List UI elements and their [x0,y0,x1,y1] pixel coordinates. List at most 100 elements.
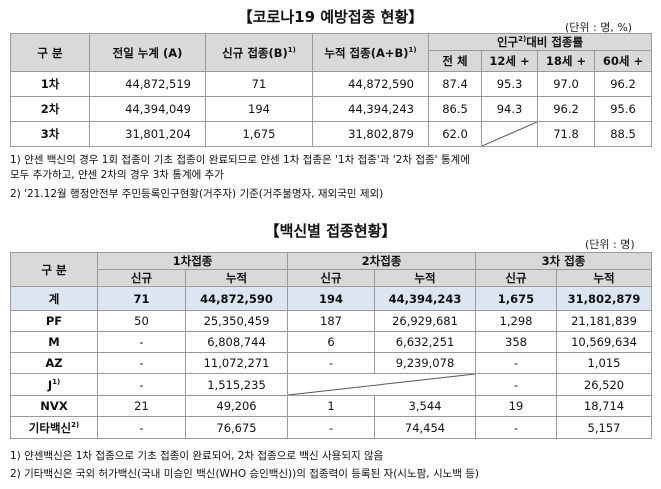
cell-d3-new: 1,675 [475,286,557,311]
cell-d2-new: 6 [287,331,375,353]
cell-d1-cum: 49,206 [185,395,288,417]
cell-d3-cum: 5,157 [556,416,652,439]
row-label: AZ [10,352,98,374]
header-new: 신규 [97,269,186,287]
header-new-note: 1) [287,45,296,54]
cell-d2-new: - [287,352,375,374]
header-ratio-label: 인구 [496,35,519,49]
cell-d3-new: 19 [475,395,557,417]
cell-d3-new: - [475,352,557,374]
cell-d1-cum: 11,072,271 [185,352,288,374]
header-age60: 60세 + [593,50,653,72]
cell-new: 71 [205,71,313,97]
cell-d1-new: 50 [97,310,186,332]
cell-d1-new: 71 [97,286,186,311]
cell-prev: 31,801,204 [89,121,206,147]
cell-d1-new: 21 [97,395,186,417]
cell-d1-cum: 76,675 [185,416,288,439]
section2-unit: (단위 : 명) [585,238,635,251]
header-prev-cum: 전일 누계 (A) [89,33,206,72]
cell-d2-cum: 74,454 [374,416,476,439]
header-category: 구 분 [10,33,90,72]
cell-d1-new: - [97,331,186,353]
diagonal-line [288,374,475,395]
cell-d2-empty [287,373,476,396]
section1-title: 【코로나19 예방접종 현황】 [237,8,424,26]
row-label: 기타백신2) [10,416,98,439]
cell-d2-new: 194 [287,286,375,311]
cell-cum: 44,394,243 [312,96,429,122]
row-label: 계 [10,286,98,311]
cell-d3-cum: 18,714 [556,395,652,417]
row-label-text: 기타백신 [28,420,72,435]
table-row: 기타백신2) - 76,675 - 74,454 - 5,157 [10,416,652,439]
cell-d2-new: 187 [287,310,375,332]
table-row: AZ - 11,072,271 - 9,239,078 - 1,015 [10,352,652,374]
diagonal-line [482,122,537,146]
cell-new: 1,675 [205,121,313,147]
header-age12: 12세 + [481,50,538,72]
cell-d2-cum: 6,632,251 [374,331,476,353]
header-new-label: 신규 접종(B) [222,45,288,60]
header-cum: 누적 [556,269,652,287]
header-dose2: 2차접종 [287,252,476,270]
cell-age60: 96.2 [593,71,653,97]
header-category: 구 분 [10,252,98,287]
cell-age18: 71.8 [537,121,595,147]
cell-d2-cum: 9,239,078 [374,352,476,374]
row-label: 3차 [10,121,90,147]
row-label: 1차 [10,71,90,97]
cell-new: 194 [205,96,313,122]
cell-d2-new: - [287,416,375,439]
cell-age12: 94.3 [481,96,538,122]
row-label-note: 1) [52,377,61,386]
note-line: 2) '21.12월 행정안전부 주민등록인구현황(거주자) 기준(거주불명자,… [10,188,384,200]
header-dose1: 1차접종 [97,252,288,270]
cell-total: 86.5 [428,96,482,122]
cell-d3-new: 358 [475,331,557,353]
cell-age12: 95.3 [481,71,538,97]
header-total: 전 체 [428,50,482,72]
table-row: 2차 44,394,049 194 44,394,243 86.5 94.3 9… [10,96,653,122]
note-line: 모두 추가하고, 얀센 2차의 경우 3차 통계에 추가 [10,169,224,181]
cell-age18: 97.0 [537,71,595,97]
cell-age12-empty [481,121,538,147]
cell-d3-cum: 31,802,879 [556,286,652,311]
header-cum: 누적 [185,269,288,287]
section1-unit: (단위 : 명, %) [565,21,633,34]
vaccine-type-table: 구 분 1차접종 2차접종 3차 접종 신규 누적 신규 누적 신규 누적 계 … [10,252,652,439]
cell-d1-cum: 1,515,235 [185,373,288,396]
row-label: J1) [10,373,98,396]
section2-notes: 1) 얀센백신은 1차 접종으로 기초 접종이 완료되어, 2차 접종으로 백신… [10,449,479,482]
header-ratio-rest: 대비 접종률 [526,35,584,49]
note-line: 1) 얀센 백신의 경우 1회 접종이 기초 접종이 완료되므로 얀센 1차 접… [10,154,470,166]
header-age18: 18세 + [537,50,595,72]
cell-cum: 31,802,879 [312,121,429,147]
cell-d3-new: - [475,373,557,396]
header-new: 신규 접종(B)1) [205,33,313,72]
header-new: 신규 [287,269,375,287]
table-row: 3차 31,801,204 1,675 31,802,879 62.0 71.8… [10,121,653,147]
cell-d2-cum: 26,929,681 [374,310,476,332]
cell-d2-new: 1 [287,395,375,417]
cell-d1-cum: 44,872,590 [185,286,288,311]
header-cum-label: 누적 접종(A+B) [324,45,409,60]
cell-d3-cum: 21,181,839 [556,310,652,332]
section1-notes: 1) 얀센 백신의 경우 1회 접종이 기초 접종이 완료되므로 얀센 1차 접… [10,153,470,202]
row-label: NVX [10,395,98,417]
cell-age60: 95.6 [593,96,653,122]
cell-d1-cum: 6,808,744 [185,331,288,353]
cell-age18: 96.2 [537,96,595,122]
cell-d1-new: - [97,352,186,374]
header-new: 신규 [475,269,557,287]
row-label: 2차 [10,96,90,122]
row-label-note: 2) [71,420,80,429]
table-row-total: 계 71 44,872,590 194 44,394,243 1,675 31,… [10,286,652,311]
row-label: PF [10,310,98,332]
cell-prev: 44,872,519 [89,71,206,97]
header-ratio: 인구2)대비 접종률 [427,33,653,51]
table-row: 1차 44,872,519 71 44,872,590 87.4 95.3 97… [10,71,653,97]
section2-title: 【백신별 접종현황】 [264,222,397,240]
cell-d3-cum: 10,569,634 [556,331,652,353]
table-row: NVX 21 49,206 1 3,544 19 18,714 [10,395,652,417]
